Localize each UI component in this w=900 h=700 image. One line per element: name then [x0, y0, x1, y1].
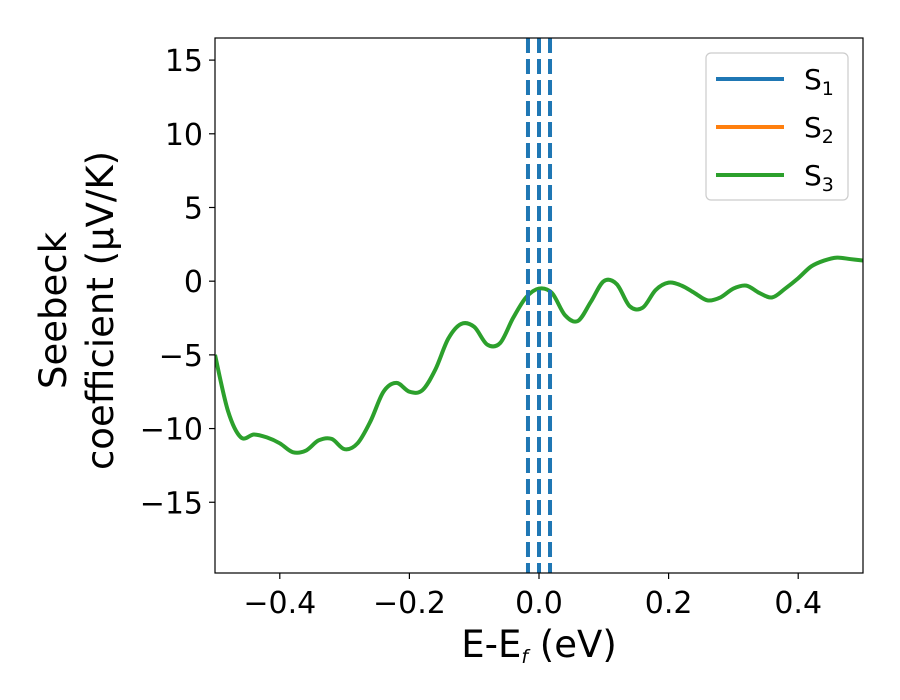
y-axis-label-line1: Seebeck	[32, 231, 75, 389]
x-tick-label: −0.2	[373, 586, 446, 621]
plot-layer	[215, 38, 863, 573]
x-axis-label: E-Ef (eV)	[461, 623, 617, 668]
y-tick-label: −5	[159, 339, 203, 374]
legend-label-2: S2	[804, 111, 834, 148]
y-tick-label: −15	[140, 486, 203, 521]
x-tick-label: 0.4	[774, 586, 822, 621]
ticks-layer: −0.4 −0.2 0.0 0.2 0.4 15 10 5 0 −5 −10 −15	[140, 44, 822, 621]
y-tick-label: 15	[165, 44, 203, 79]
x-axis-label-unit: (eV)	[528, 623, 617, 666]
y-tick-label: 5	[184, 191, 203, 226]
x-tick-label: 0.2	[645, 586, 693, 621]
y-axis-label-line2: coefficient (μV/K)	[79, 151, 122, 470]
y-tick-label: −10	[140, 413, 203, 448]
legend-label-1: S1	[804, 63, 834, 100]
y-tick-label: 0	[184, 265, 203, 300]
x-tick-label: 0.0	[515, 586, 563, 621]
x-axis-label-sub: f	[521, 646, 531, 668]
legend-label-3: S3	[804, 159, 834, 196]
y-tick-label: 10	[165, 118, 203, 153]
x-axis-label-main: E-E	[461, 623, 521, 666]
series-line-1	[215, 255, 863, 455]
x-tick-label: −0.4	[243, 586, 316, 621]
legend: S1 S2 S3	[705, 52, 849, 201]
